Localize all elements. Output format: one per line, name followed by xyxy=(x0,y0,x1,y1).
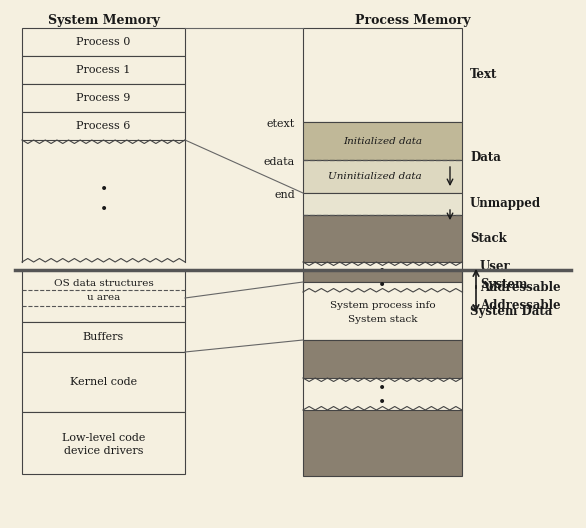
Bar xyxy=(303,410,462,476)
Bar xyxy=(303,378,462,410)
Bar xyxy=(303,262,462,292)
Text: •: • xyxy=(379,264,387,278)
Text: System stack: System stack xyxy=(347,315,417,324)
Text: device drivers: device drivers xyxy=(64,446,143,456)
Bar xyxy=(22,270,185,322)
Text: •: • xyxy=(379,381,387,395)
Text: Buffers: Buffers xyxy=(83,332,124,342)
Bar xyxy=(22,352,185,412)
Bar xyxy=(303,122,462,160)
Bar xyxy=(303,160,462,193)
Text: edata: edata xyxy=(264,157,295,167)
Text: System process info: System process info xyxy=(330,300,435,309)
Bar xyxy=(22,28,185,56)
Text: Stack: Stack xyxy=(470,232,507,245)
Text: Process 0: Process 0 xyxy=(76,37,131,47)
Text: System Memory: System Memory xyxy=(47,14,159,27)
Text: Low-level code: Low-level code xyxy=(62,433,145,443)
Text: Unmapped: Unmapped xyxy=(470,197,541,211)
Bar xyxy=(303,340,462,378)
Text: Addressable: Addressable xyxy=(480,299,561,312)
Text: •: • xyxy=(379,395,387,409)
Text: •: • xyxy=(379,278,387,292)
Text: User: User xyxy=(480,260,511,273)
Text: •: • xyxy=(100,182,108,196)
Text: etext: etext xyxy=(267,119,295,129)
Bar xyxy=(303,270,462,282)
Text: Process Memory: Process Memory xyxy=(355,14,470,27)
Text: Process 6: Process 6 xyxy=(76,121,131,131)
Bar xyxy=(22,140,185,262)
Bar xyxy=(303,215,462,262)
Bar xyxy=(22,112,185,140)
Bar xyxy=(303,282,462,340)
Text: System Data: System Data xyxy=(470,305,553,317)
Text: OS data structures: OS data structures xyxy=(54,279,154,288)
Bar xyxy=(22,56,185,84)
Text: u area: u area xyxy=(87,294,120,303)
Bar xyxy=(303,193,462,215)
Bar xyxy=(22,322,185,352)
Text: Addressable: Addressable xyxy=(480,281,561,294)
Bar xyxy=(22,412,185,474)
Bar xyxy=(303,28,462,122)
Text: Text: Text xyxy=(470,69,498,81)
Text: System: System xyxy=(480,278,527,291)
Text: Kernel code: Kernel code xyxy=(70,377,137,387)
Text: Data: Data xyxy=(470,151,501,164)
Text: Process 1: Process 1 xyxy=(76,65,131,75)
Bar xyxy=(22,84,185,112)
Text: end: end xyxy=(274,190,295,200)
Text: Process 9: Process 9 xyxy=(76,93,131,103)
Text: Initialized data: Initialized data xyxy=(343,137,422,146)
Text: Uninitialized data: Uninitialized data xyxy=(328,172,421,181)
Text: •: • xyxy=(100,202,108,216)
